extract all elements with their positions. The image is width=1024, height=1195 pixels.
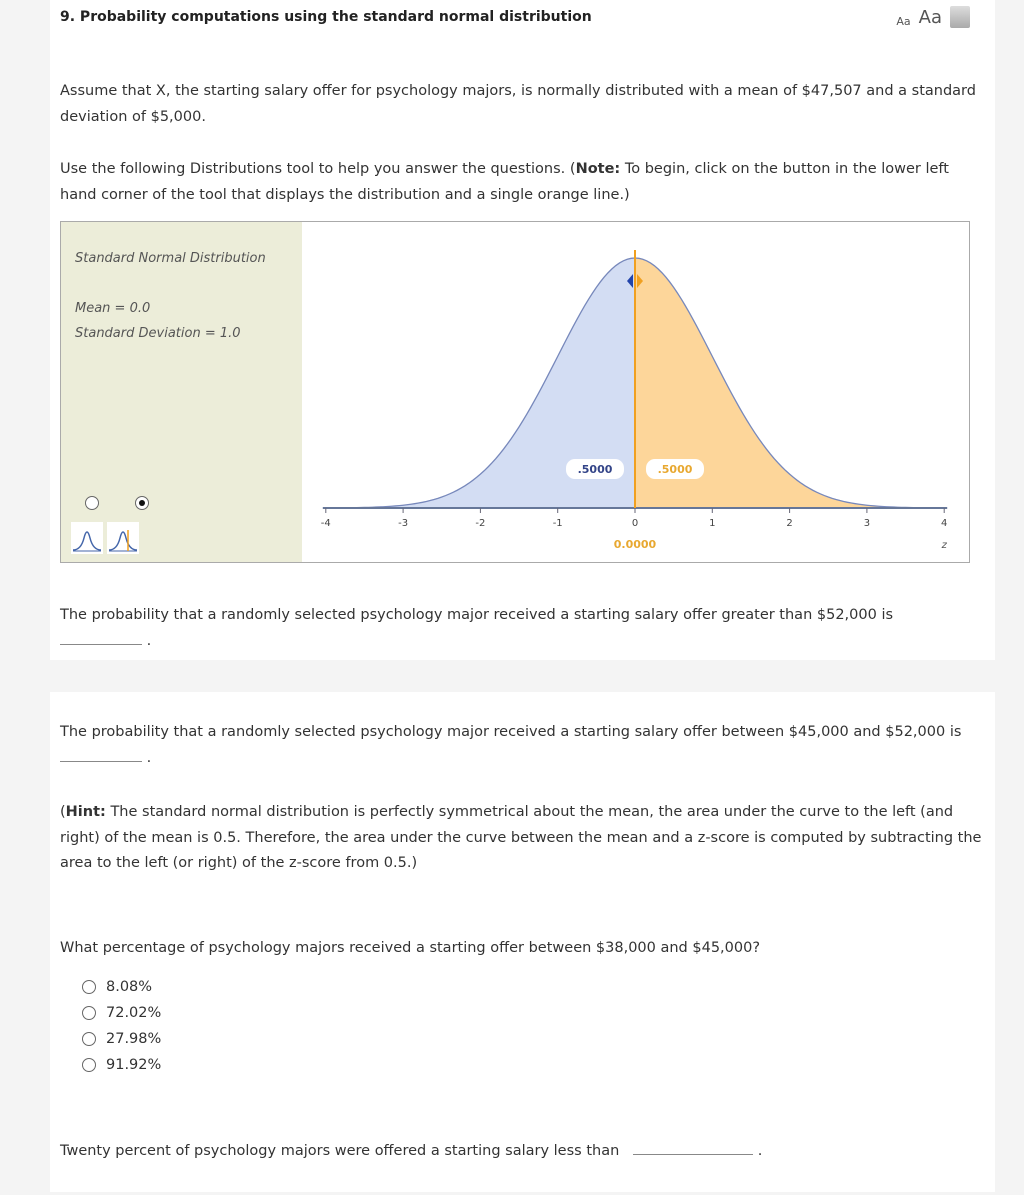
option-label: 27.98%: [106, 1031, 162, 1047]
q2-answer-blank[interactable]: [60, 749, 142, 762]
instructions-text: Use the following Distributions tool to …: [60, 157, 990, 208]
q3-option[interactable]: 8.08%: [82, 979, 152, 995]
left-tail-area: [325, 258, 635, 508]
normal-curve-icon: [72, 531, 102, 552]
q2-end: .: [146, 749, 152, 766]
q1-text: The probability that a randomly selected…: [60, 603, 990, 654]
tool-info-panel: Standard Normal Distribution Mean = 0.0 …: [61, 222, 302, 562]
distribution-name: Standard Normal Distribution: [75, 251, 266, 266]
cutoff-value-label: 0.0000: [614, 538, 657, 551]
mode-radio-1[interactable]: [85, 496, 99, 510]
distributions-tool[interactable]: Standard Normal Distribution Mean = 0.0 …: [60, 221, 970, 563]
x-tick-label: 3: [864, 518, 870, 529]
instr-pre: Use the following Distributions tool to …: [60, 161, 576, 177]
instr-note: Note:: [575, 161, 621, 177]
right-tail-area: [635, 258, 945, 508]
option-label: 8.08%: [106, 979, 153, 995]
q4-answer-blank[interactable]: [633, 1142, 754, 1155]
option-radio[interactable]: [82, 1058, 96, 1072]
printer-icon[interactable]: [950, 6, 970, 28]
sd-label: Standard Deviation = 1.0: [75, 326, 241, 341]
hint-label: Hint:: [65, 804, 106, 820]
q3-option[interactable]: 72.02%: [82, 1005, 161, 1021]
instr-post: To begin, click on the button in the low…: [60, 161, 949, 203]
q4-text: Twenty percent of psychology majors were…: [60, 1139, 990, 1165]
left-area-label-bg: [566, 459, 624, 479]
question-card-2: The probability that a randomly selected…: [50, 692, 995, 1192]
x-tick-label: 2: [786, 518, 792, 529]
q1-end: .: [146, 632, 152, 649]
q3-text: What percentage of psychology majors rec…: [60, 940, 761, 956]
right-area-label-bg: [646, 459, 704, 479]
question-title: 9. Probability computations using the st…: [60, 9, 592, 25]
q1-prompt: The probability that a randomly selected…: [60, 607, 894, 623]
x-tick-label: -3: [398, 518, 408, 529]
x-tick-label: -2: [475, 518, 485, 529]
q4-prompt: Twenty percent of psychology majors were…: [60, 1143, 620, 1159]
toolbar: Aa Aa: [896, 6, 970, 28]
distribution-plot[interactable]: -4 -3 -2 -1 0 1 2 3 4 z 0.0000 .5000 .5000: [302, 222, 969, 562]
x-tick-label: 1: [709, 518, 715, 529]
x-tick-label: 4: [941, 518, 947, 529]
mode-radio-2[interactable]: [135, 496, 149, 510]
mean-label: Mean = 0.0: [75, 301, 151, 316]
q2-text: The probability that a randomly selected…: [60, 720, 990, 771]
question-card: 9. Probability computations using the st…: [50, 0, 995, 660]
single-line-button[interactable]: [107, 522, 139, 554]
decrease-font-button[interactable]: Aa: [896, 15, 911, 28]
x-tick-label: -4: [321, 518, 331, 529]
left-area-label: .5000: [578, 463, 613, 476]
option-radio[interactable]: [82, 1006, 96, 1020]
q3-option[interactable]: 27.98%: [82, 1031, 161, 1047]
option-label: 72.02%: [106, 1005, 162, 1021]
x-tick-label: -1: [553, 518, 563, 529]
x-axis-label: z: [941, 540, 948, 551]
drag-left-handle: [627, 274, 633, 288]
q3-option[interactable]: 91.92%: [82, 1057, 161, 1073]
option-radio[interactable]: [82, 1032, 96, 1046]
q2-prompt: The probability that a randomly selected…: [60, 724, 962, 740]
x-tick-label: 0: [632, 518, 638, 529]
q4-end: .: [757, 1143, 763, 1159]
option-radio[interactable]: [82, 980, 96, 994]
option-label: 91.92%: [106, 1057, 162, 1073]
increase-font-button[interactable]: Aa: [918, 7, 942, 28]
q1-answer-blank[interactable]: [60, 632, 142, 645]
distribution-only-button[interactable]: [71, 522, 103, 554]
hint-text: (Hint: The standard normal distribution …: [60, 804, 982, 871]
hint-body: The standard normal distribution is perf…: [60, 804, 982, 871]
right-area-label: .5000: [658, 463, 693, 476]
drag-right-handle: [637, 274, 643, 288]
normal-curve-orange-line-icon: [108, 530, 138, 552]
intro-text: Assume that X, the starting salary offer…: [60, 83, 976, 125]
